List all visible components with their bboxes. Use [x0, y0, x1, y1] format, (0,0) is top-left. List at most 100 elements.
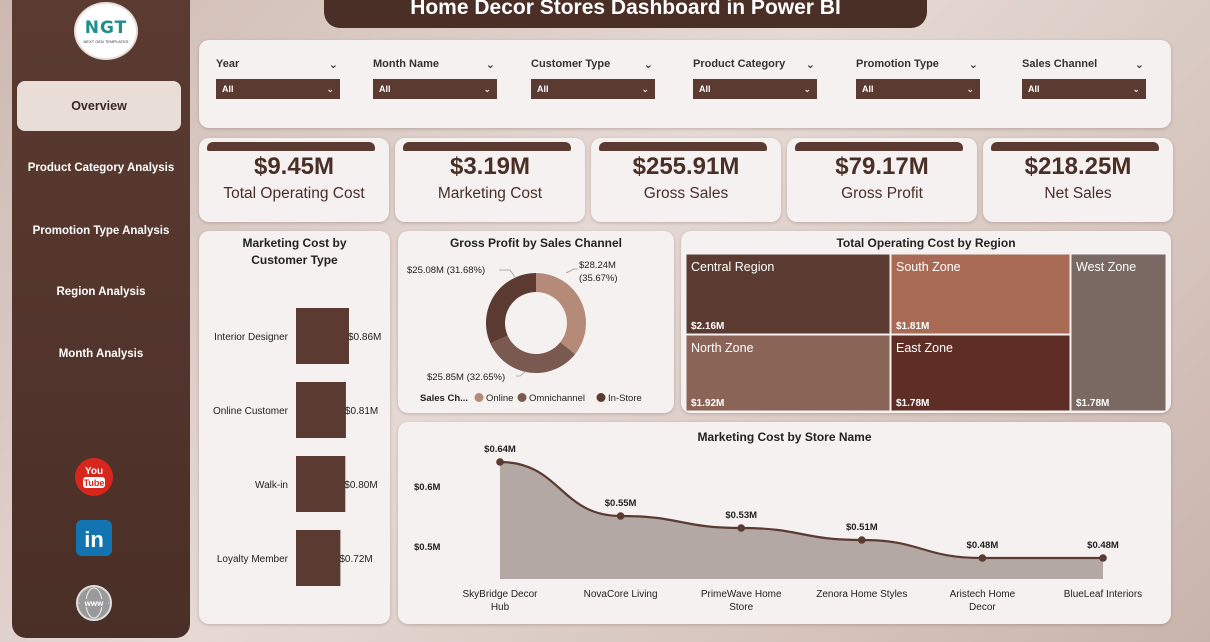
sales-channel-chart-panel: Gross Profit by Sales Channel $28.24M (35…	[398, 231, 674, 413]
customer-type-dropdown[interactable]: All ⌄	[531, 79, 655, 99]
filter-year: Year ⌄ All ⌄	[216, 58, 340, 99]
promotion-type-dropdown[interactable]: All ⌄	[856, 79, 980, 99]
nav-label: Month Analysis	[58, 348, 144, 360]
donut-slice[interactable]	[490, 335, 576, 373]
nav-product-category-analysis[interactable]: Product Category Analysis	[12, 162, 190, 174]
dropdown-value: All	[537, 84, 549, 94]
filter-label: Year	[216, 58, 240, 70]
kpi-tab	[599, 142, 767, 151]
chevron-down-icon[interactable]: ⌄	[643, 59, 653, 71]
nav-region-analysis[interactable]: Region Analysis	[12, 286, 190, 298]
data-point[interactable]	[858, 536, 866, 544]
x-tick-label: NovaCore Living	[584, 589, 658, 600]
dashboard-title-bar: Home Decor Stores Dashboard in Power BI	[324, 0, 927, 28]
kpi-label: Gross Profit	[841, 185, 923, 202]
filter-month-name: Month Name ⌄ All ⌄	[373, 58, 497, 99]
data-label: $0.48M	[967, 540, 999, 551]
treemap-cell-name: East Zone	[896, 341, 953, 355]
legend-title: Sales Ch...	[420, 393, 468, 404]
legend-label[interactable]: In-Store	[608, 393, 642, 404]
website-label: www	[84, 599, 104, 608]
bar[interactable]	[296, 382, 346, 438]
kpi-tab	[991, 142, 1159, 151]
chevron-down-icon[interactable]: ⌄	[485, 59, 495, 71]
filter-label: Promotion Type	[856, 58, 939, 70]
sales-channel-donut-chart: $28.24M (35.67%) $25.08M (31.68%) $25.85M (…	[407, 260, 642, 404]
treemap-cell[interactable]	[685, 334, 891, 412]
product-category-dropdown[interactable]: All ⌄	[693, 79, 817, 99]
youtube-icon[interactable]: You Tube	[74, 457, 114, 497]
dropdown-value: All	[1028, 84, 1040, 94]
chevron-down-icon[interactable]: ⌄	[805, 59, 815, 71]
filter-panel: Year ⌄ All ⌄ Month Name ⌄ All ⌄ Customer Typ…	[199, 40, 1171, 128]
legend-label[interactable]: Online	[486, 393, 513, 404]
chevron-down-icon: ⌄	[966, 83, 974, 94]
linkedin-icon[interactable]: in	[74, 518, 114, 558]
kpi-label: Gross Sales	[643, 185, 729, 202]
region-chart-panel: Total Operating Cost by Region Central R…	[681, 231, 1171, 413]
treemap-cell[interactable]	[1070, 253, 1167, 412]
chevron-down-icon: ⌄	[803, 83, 811, 94]
x-tick-label: Zenora Home Styles	[816, 589, 907, 600]
logo-subtext: NEXT GEN TEMPLATES	[83, 39, 129, 44]
bar-value-label: $0.81M	[345, 406, 378, 417]
bar[interactable]	[296, 308, 349, 364]
chart-title: Marketing Cost by Store Name	[697, 430, 872, 444]
bar-value-label: $0.80M	[344, 480, 377, 491]
chevron-down-icon[interactable]: ⌄	[328, 59, 338, 71]
chart-title: Total Operating Cost by Region	[836, 236, 1016, 250]
treemap-cell-name: North Zone	[691, 341, 754, 355]
donut-slice[interactable]	[486, 273, 536, 344]
x-tick-label: PrimeWave Home	[701, 589, 782, 600]
kpi-value: $3.19M	[449, 153, 531, 180]
chevron-down-icon: ⌄	[483, 83, 491, 94]
data-point[interactable]	[737, 524, 745, 532]
customer-type-bar-chart: Interior Designer $0.86M Online Customer $0…	[213, 308, 381, 586]
data-point[interactable]	[1099, 554, 1107, 562]
chevron-down-icon[interactable]: ⌄	[968, 59, 978, 71]
kpi-marketing-cost: $3.19M Marketing Cost	[395, 138, 585, 222]
data-label: $0.51M	[846, 522, 878, 533]
kpi-gross-profit: $79.17M Gross Profit	[787, 138, 977, 222]
nav-overview[interactable]: Overview	[17, 81, 181, 131]
filter-label: Customer Type	[531, 58, 611, 70]
filter-label: Month Name	[373, 58, 439, 70]
treemap-cell-name: West Zone	[1076, 260, 1136, 274]
website-icon[interactable]: www	[74, 583, 114, 623]
nav-promotion-type-analysis[interactable]: Promotion Type Analysis	[12, 225, 190, 237]
legend-marker	[596, 393, 606, 402]
treemap-cell[interactable]	[890, 253, 1071, 335]
x-tick-label: Hub	[491, 602, 510, 613]
kpi-total-operating-cost: $9.45M Total Operating Cost	[199, 138, 389, 222]
data-label: $0.48M	[1087, 540, 1119, 551]
filter-label: Sales Channel	[1022, 58, 1098, 70]
chevron-down-icon: ⌄	[326, 83, 334, 94]
legend-marker	[517, 393, 527, 402]
year-dropdown[interactable]: All ⌄	[216, 79, 340, 99]
filter-sales-channel: Sales Channel ⌄ All ⌄	[1022, 58, 1146, 99]
treemap-cell-value: $1.78M	[896, 398, 929, 409]
data-point[interactable]	[616, 512, 625, 520]
chevron-down-icon: ⌄	[1132, 83, 1140, 94]
month-name-dropdown[interactable]: All ⌄	[373, 79, 497, 99]
donut-slice[interactable]	[536, 273, 586, 355]
data-point[interactable]	[496, 458, 504, 466]
treemap-cell-value: $1.92M	[691, 398, 724, 409]
treemap-cell[interactable]	[685, 253, 891, 335]
treemap-cell-value: $1.78M	[1076, 398, 1109, 409]
x-tick-label: BlueLeaf Interiors	[1064, 589, 1142, 600]
bar-value-label: $0.72M	[339, 554, 372, 565]
chevron-down-icon[interactable]: ⌄	[1134, 59, 1144, 71]
bar[interactable]	[296, 530, 341, 586]
page-title: Home Decor Stores Dashboard in Power BI	[410, 0, 841, 19]
area-fill	[500, 462, 1103, 579]
nav-month-analysis[interactable]: Month Analysis	[12, 348, 190, 360]
legend-label[interactable]: Omnichannel	[529, 393, 585, 404]
bar[interactable]	[296, 456, 346, 512]
x-tick-label: Store	[729, 602, 753, 613]
data-point[interactable]	[978, 554, 987, 562]
sales-channel-dropdown[interactable]: All ⌄	[1022, 79, 1146, 99]
treemap-cell[interactable]	[890, 334, 1071, 412]
x-tick-label: SkyBridge Decor	[462, 589, 538, 600]
kpi-tab	[403, 142, 571, 151]
